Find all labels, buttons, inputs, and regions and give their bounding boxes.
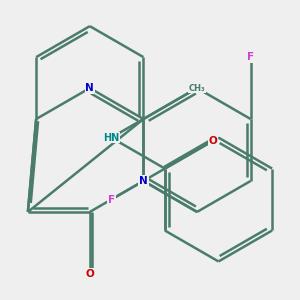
Text: F: F bbox=[247, 52, 254, 62]
Text: O: O bbox=[85, 269, 94, 279]
Text: HN: HN bbox=[103, 133, 119, 142]
Text: F: F bbox=[108, 194, 115, 205]
Text: N: N bbox=[139, 176, 148, 186]
Text: CH₃: CH₃ bbox=[189, 84, 206, 93]
Text: O: O bbox=[209, 136, 218, 146]
Text: N: N bbox=[85, 83, 94, 93]
